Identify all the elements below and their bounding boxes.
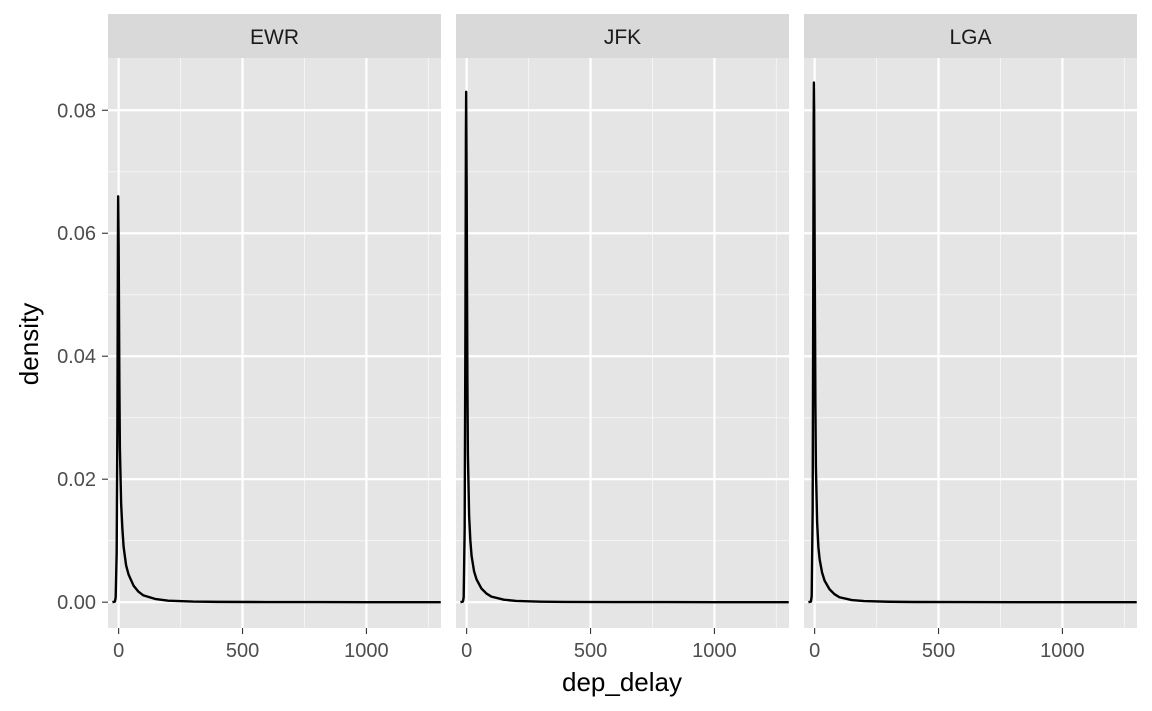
x-tick-label: 1000 [692,640,737,662]
x-tick-label: 500 [226,640,259,662]
x-tick-label: 500 [922,640,955,662]
panel-background [456,58,789,628]
y-tick-label: 0.08 [57,100,96,122]
density-line-jfk [460,90,789,604]
facet-strip [456,14,789,58]
density-line-lga [808,81,1137,604]
facet-strip [804,14,1137,58]
density-line-ewr [112,195,441,604]
x-tick-label: 0 [809,640,820,662]
y-tick-label: 0.00 [57,592,96,614]
x-tick-label: 0 [461,640,472,662]
x-tick-label: 0 [113,640,124,662]
x-tick-label: 1000 [344,640,389,662]
y-tick-label: 0.06 [57,223,96,245]
x-tick-label: 500 [574,640,607,662]
y-tick-label: 0.02 [57,469,96,491]
y-tick-label: 0.04 [57,346,96,368]
facet-strip-label-lga: LGA [949,26,991,49]
x-tick-label: 1000 [1040,640,1085,662]
panel-background [108,58,441,628]
facet-strip-label-ewr: EWR [250,26,299,49]
y-axis-title: density [14,303,44,385]
facet-strip [108,14,441,58]
panel-background [804,58,1137,628]
facet-strip-label-jfk: JFK [604,26,641,49]
x-axis-title: dep_delay [562,667,682,697]
